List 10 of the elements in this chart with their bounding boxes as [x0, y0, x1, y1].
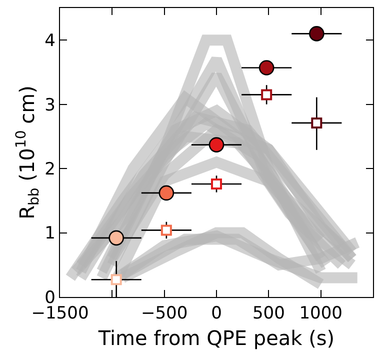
y-tick-label: 1 [44, 224, 56, 244]
y-tick-label: 2 [44, 160, 56, 180]
x-tick-label: −1500 [31, 304, 89, 324]
x-tick-label: 500 [252, 304, 285, 324]
x-axis-title: Time from QPE peak (s) [97, 326, 335, 350]
y-tick-label: 4 [44, 31, 56, 52]
x-tick-label: 1000 [299, 304, 342, 324]
x-tick-label: −500 [140, 304, 188, 324]
y-tick-label: 3 [44, 95, 56, 116]
x-tick-label: 0 [211, 304, 222, 324]
